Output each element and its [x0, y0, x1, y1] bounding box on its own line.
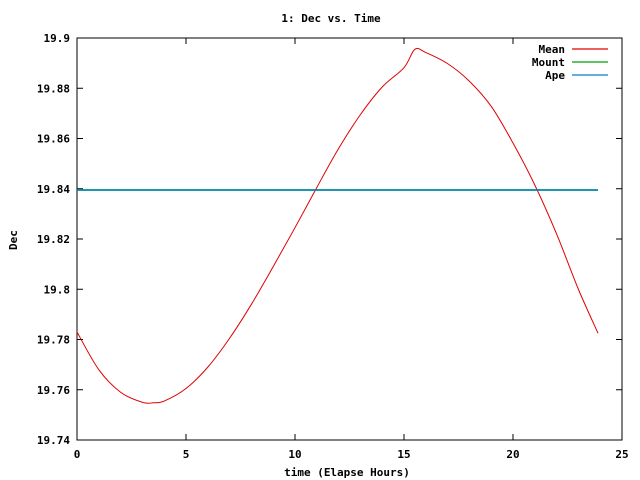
- y-tick-label: 19.84: [37, 183, 70, 196]
- y-tick-label: 19.88: [37, 82, 70, 95]
- y-tick-label: 19.9: [44, 32, 71, 45]
- legend-label-ape: Ape: [545, 69, 565, 82]
- y-tick-label: 19.8: [44, 283, 71, 296]
- y-tick-label: 19.74: [37, 434, 70, 447]
- series-line-mean: [76, 47, 599, 404]
- x-tick-label: 10: [288, 448, 301, 461]
- y-tick-label: 19.82: [37, 233, 70, 246]
- x-axis: 0 5 10 15 20 25: [74, 38, 629, 461]
- x-tick-label: 0: [74, 448, 81, 461]
- y-axis: 19.74 19.76 19.78 19.8 19.82 19.84 19.86 19.88 1…: [37, 32, 622, 447]
- legend-label-mount: Mount: [532, 56, 565, 69]
- y-axis-label: Dec: [7, 230, 20, 250]
- y-tick-label: 19.86: [37, 133, 70, 146]
- x-tick-label: 20: [506, 448, 519, 461]
- x-tick-label: 5: [183, 448, 190, 461]
- chart-title: 1: Dec vs. Time: [281, 12, 381, 25]
- x-tick-label: 25: [615, 448, 628, 461]
- plot-area: [76, 37, 623, 441]
- y-tick-label: 19.78: [37, 334, 70, 347]
- x-axis-label: time (Elapse Hours): [284, 466, 410, 479]
- legend-label-mean: Mean: [539, 43, 566, 56]
- y-tick-label: 19.76: [37, 384, 70, 397]
- plot-border: [76, 37, 623, 441]
- series-layer: [76, 47, 599, 404]
- x-tick-label: 15: [397, 448, 410, 461]
